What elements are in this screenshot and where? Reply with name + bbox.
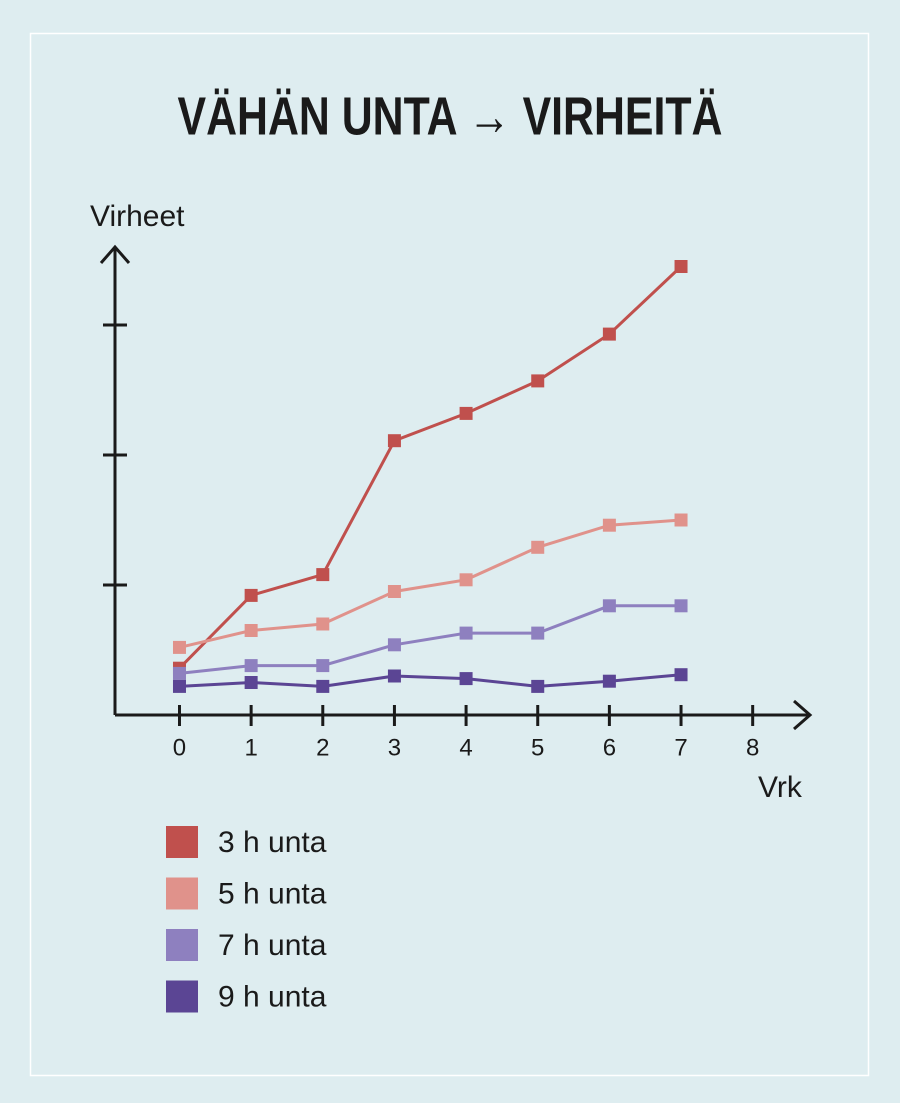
- data-point: [316, 679, 330, 693]
- data-point: [172, 640, 186, 654]
- x-tick-label: 7: [674, 734, 687, 761]
- data-point: [244, 588, 258, 602]
- y-axis-arrow: [99, 244, 131, 264]
- data-point: [244, 624, 258, 637]
- data-point: [602, 518, 616, 532]
- x-axis-label: Vrk: [758, 771, 803, 804]
- series-line: [179, 518, 682, 649]
- data-point: [459, 626, 473, 640]
- series-line: [179, 604, 682, 675]
- data-point: [387, 638, 401, 652]
- data-point: [316, 659, 330, 673]
- x-tick-label: 2: [316, 734, 329, 761]
- series-line: [178, 265, 683, 670]
- data-point: [459, 672, 473, 686]
- data-point: [674, 513, 688, 527]
- legend-swatch: [166, 980, 198, 1013]
- data-point: [172, 679, 186, 693]
- data-point: [531, 679, 545, 693]
- x-tick-label: 0: [173, 734, 186, 761]
- legend-swatch: [166, 877, 198, 910]
- data-point: [316, 568, 330, 582]
- x-tick-label: 4: [459, 734, 472, 761]
- data-point: [387, 669, 401, 683]
- data-point: [674, 260, 688, 273]
- legend-label: 7 h unta: [218, 929, 327, 962]
- chart-title: VÄHÄN UNTA → VIRHEITÄ: [178, 86, 723, 146]
- legend-label: 3 h unta: [218, 826, 327, 859]
- series-line: [179, 673, 682, 688]
- x-tick-label: 6: [603, 734, 616, 761]
- data-point: [387, 434, 401, 448]
- legend-swatch: [166, 929, 198, 961]
- data-point: [459, 573, 473, 587]
- data-point: [531, 626, 545, 640]
- data-point: [244, 676, 258, 689]
- data-point: [387, 585, 401, 598]
- legend-label: 9 h unta: [218, 980, 327, 1013]
- y-axis-label: Virheet: [90, 200, 185, 233]
- legend-swatch: [166, 826, 198, 858]
- x-axis-arrow: [793, 699, 813, 731]
- data-point: [674, 668, 688, 682]
- x-tick-label: 8: [746, 734, 759, 761]
- x-tick-label: 3: [388, 734, 401, 761]
- data-point: [602, 599, 616, 613]
- data-point: [172, 666, 186, 680]
- data-point: [602, 674, 616, 688]
- legend-label: 5 h unta: [218, 877, 327, 910]
- frame: [29, 32, 870, 1077]
- x-tick-label: 5: [531, 734, 544, 761]
- data-point: [459, 406, 473, 420]
- data-point: [674, 599, 688, 613]
- data-point: [316, 617, 330, 631]
- data-point: [244, 659, 258, 673]
- data-point: [602, 327, 616, 341]
- x-tick-label: 1: [244, 734, 257, 761]
- data-point: [531, 540, 545, 554]
- data-point: [531, 374, 545, 388]
